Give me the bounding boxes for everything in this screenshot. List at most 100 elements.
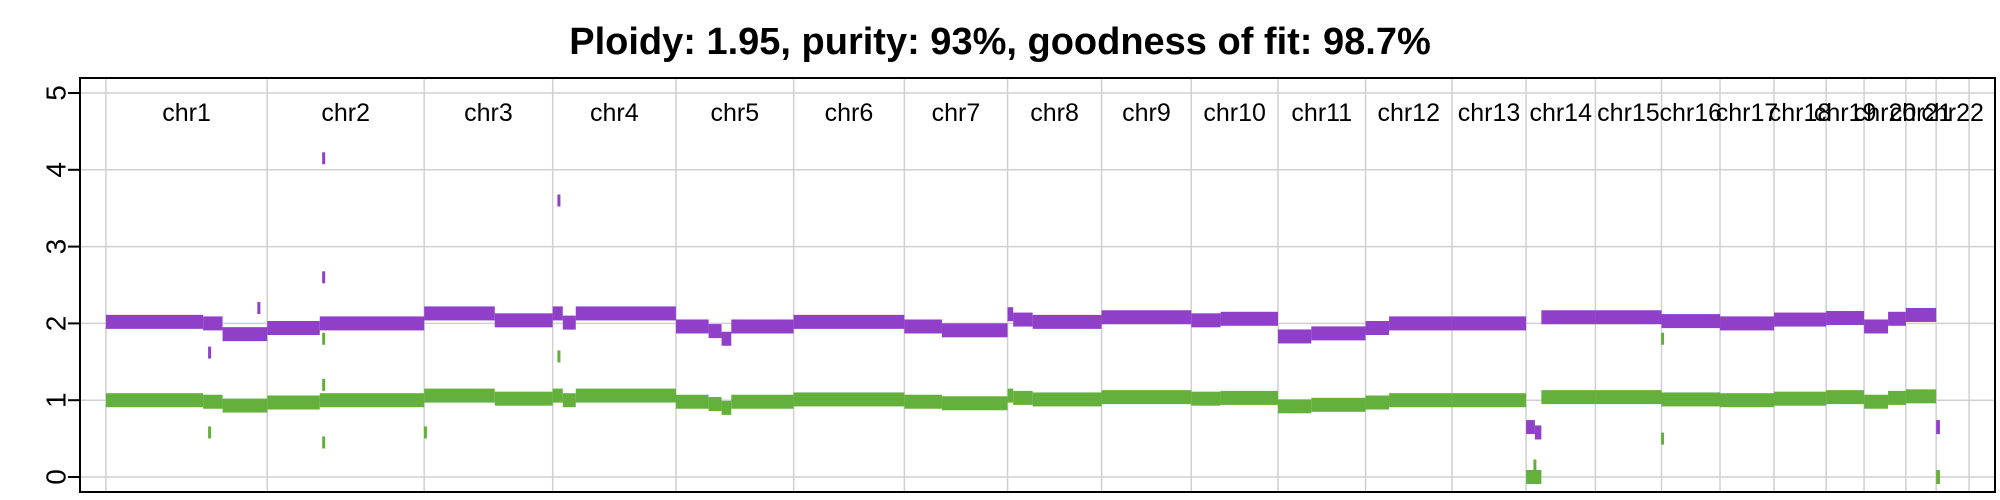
copy-number-segment	[494, 391, 553, 406]
chromosome-label: chr12	[1377, 99, 1440, 127]
copy-number-point	[1661, 332, 1665, 345]
chromosome-label: chr6	[825, 99, 874, 127]
y-tick-label: 5	[40, 85, 71, 101]
copy-number-point	[1533, 459, 1537, 472]
copy-number-segment	[267, 321, 320, 336]
copy-number-segment	[1311, 326, 1366, 341]
y-tick-label: 2	[40, 316, 71, 332]
copy-number-point	[322, 436, 326, 449]
copy-number-point	[557, 194, 561, 207]
copy-number-segment	[203, 316, 223, 331]
copy-number-segment	[1661, 392, 1721, 407]
copy-number-segment	[675, 394, 709, 409]
chromosome-label: chr21	[1890, 99, 1953, 127]
copy-number-segment	[708, 397, 722, 412]
chromosome-label: chr19	[1814, 99, 1877, 127]
copy-number-segment	[552, 388, 563, 403]
copy-number-segment	[1013, 390, 1033, 405]
copy-number-point	[557, 350, 561, 363]
copy-number-segment	[1595, 390, 1662, 405]
gridlines	[80, 78, 1995, 492]
copy-number-segment	[1936, 420, 1940, 435]
copy-number-segment	[552, 306, 563, 321]
copy-number-segment	[424, 388, 495, 403]
copy-number-segment	[941, 396, 1008, 411]
copy-number-segment	[1720, 393, 1775, 408]
copy-number-segment	[675, 319, 709, 334]
copy-number-segment	[1826, 390, 1865, 405]
copy-number-segment	[1365, 395, 1390, 410]
chromosome-label: chr7	[932, 99, 981, 127]
chromosome-label: chr11	[1291, 99, 1352, 127]
copy-number-segment	[1191, 313, 1221, 328]
copy-number-segment	[1007, 388, 1014, 403]
copy-number-point	[322, 378, 326, 391]
copy-number-segment	[1277, 329, 1312, 344]
copy-number-segment	[222, 327, 268, 342]
copy-number-segments	[105, 306, 1940, 484]
copy-number-segment	[1451, 316, 1527, 331]
copy-number-segment	[1191, 391, 1221, 406]
chromosome-label: chr15	[1597, 99, 1660, 127]
copy-number-segment	[1032, 392, 1102, 407]
copy-number-segment	[721, 400, 732, 415]
copy-number-segment	[1451, 393, 1527, 408]
copy-number-segment	[1220, 311, 1278, 326]
copy-number-segment	[941, 323, 1008, 338]
copy-number-segment	[562, 315, 576, 330]
copy-number-segment	[1888, 311, 1906, 326]
copy-number-segment	[793, 314, 905, 329]
copy-number-segment	[1595, 310, 1662, 325]
copy-number-segment	[1526, 420, 1535, 435]
copy-number-segment	[575, 388, 676, 403]
copy-number-segment	[1720, 316, 1775, 331]
y-tick-label: 0	[40, 469, 71, 485]
copy-number-segment	[1936, 470, 1940, 484]
copy-number-segment	[1774, 312, 1827, 327]
copy-number-segment	[575, 306, 676, 321]
copy-number-segment	[319, 393, 425, 408]
copy-number-point	[423, 426, 427, 439]
copy-number-point	[322, 332, 326, 345]
chromosome-label: chr10	[1203, 99, 1266, 127]
copy-number-segment	[793, 392, 905, 407]
chromosome-label: chr18	[1769, 99, 1832, 127]
copy-number-segment	[222, 398, 268, 413]
copy-number-segment	[1534, 425, 1542, 440]
copy-number-segment	[1905, 389, 1937, 404]
copy-number-segment	[1888, 390, 1906, 405]
y-tick-label: 3	[40, 239, 71, 255]
chromosome-label: chr9	[1122, 99, 1171, 127]
y-tick-label: 1	[40, 392, 71, 408]
copy-number-segment	[1541, 310, 1596, 325]
y-tick-label: 4	[40, 162, 71, 178]
copy-number-segment	[1389, 316, 1452, 331]
chromosome-label: chr22	[1921, 99, 1984, 127]
copy-number-segment	[904, 394, 942, 409]
copy-number-segment	[708, 324, 722, 339]
copy-number-segment	[731, 319, 794, 334]
copy-number-segment	[105, 393, 204, 408]
y-axis: 0 1 2 3 4 5	[40, 85, 81, 485]
chromosome-label: chr14	[1529, 99, 1592, 127]
copy-number-segment	[1864, 394, 1889, 409]
copy-number-segment	[1389, 393, 1452, 408]
copy-number-segment	[1826, 311, 1865, 326]
copy-number-segment	[1365, 321, 1390, 336]
copy-number-point	[208, 346, 212, 359]
copy-number-point	[1661, 432, 1665, 445]
chromosome-label: chr20	[1854, 99, 1917, 127]
plot-frame	[79, 77, 1996, 493]
chromosome-label: chr2	[321, 99, 370, 127]
chromosome-label: chr4	[590, 99, 639, 127]
copy-number-segment	[1905, 307, 1937, 322]
chromosome-label: chr3	[464, 99, 513, 127]
copy-number-segment	[1311, 397, 1366, 412]
copy-number-segment	[1101, 310, 1192, 325]
copy-number-segment	[1032, 314, 1102, 329]
copy-number-segment	[1774, 391, 1827, 406]
copy-number-segment	[731, 394, 794, 409]
chromosome-labels: chr1 chr2 chr3 chr4 chr5 chr6 chr7 chr8 chr9 chr1…	[162, 99, 1984, 127]
copy-number-point	[257, 302, 261, 315]
